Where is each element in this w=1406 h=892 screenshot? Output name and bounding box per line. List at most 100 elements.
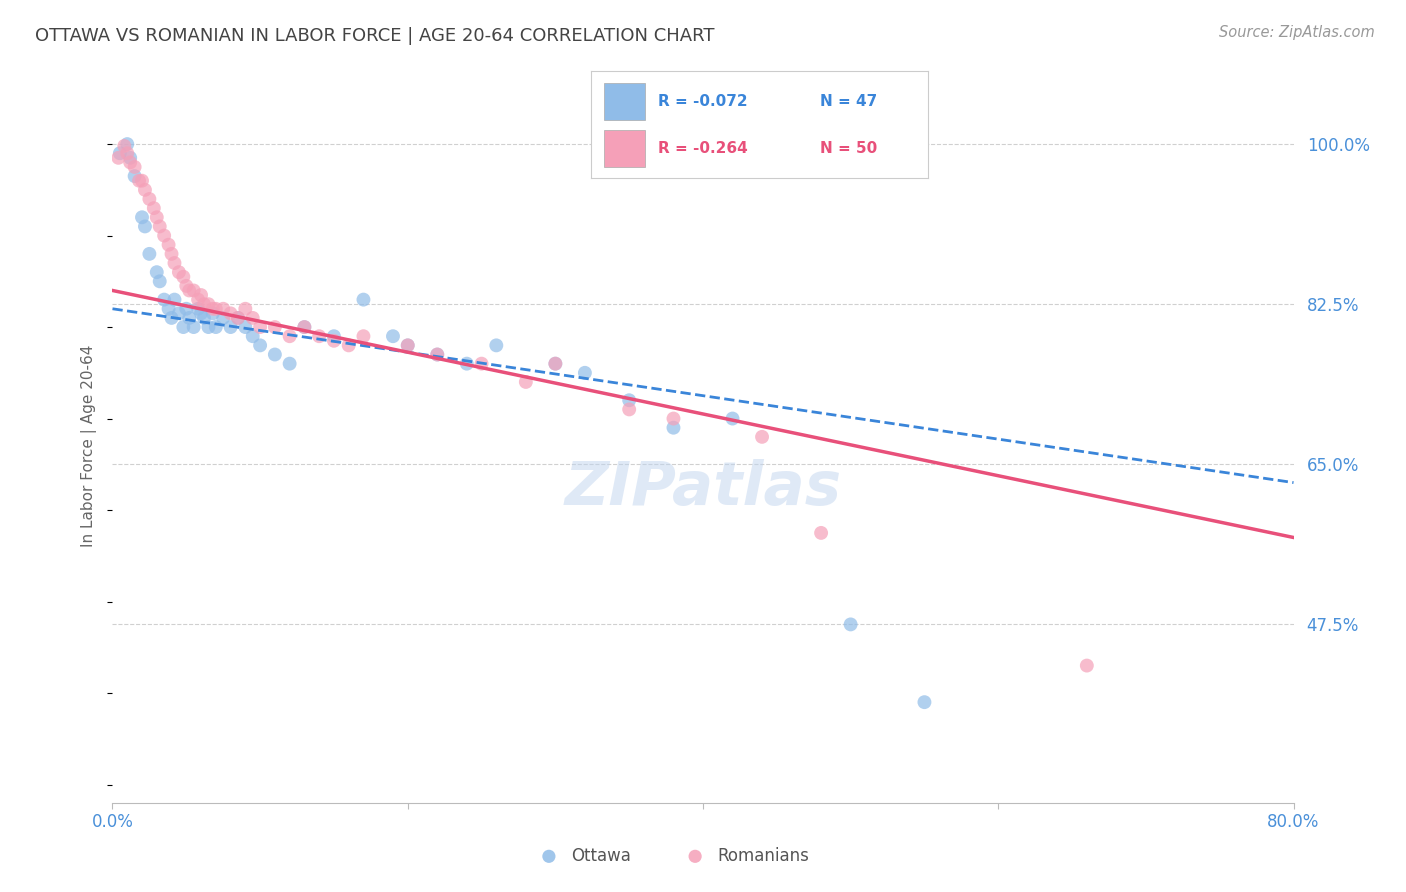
- Point: [138, 247, 160, 261]
- Point: [190, 288, 212, 302]
- Point: [201, 306, 224, 320]
- Point: [149, 274, 172, 288]
- Point: [1076, 658, 1098, 673]
- Point: [751, 430, 773, 444]
- Point: [219, 320, 242, 334]
- Point: [163, 256, 186, 270]
- Point: [163, 293, 186, 307]
- Text: N = 50: N = 50: [820, 141, 877, 156]
- Point: [544, 357, 567, 371]
- Point: [112, 139, 135, 153]
- Point: [183, 284, 205, 298]
- Point: [172, 269, 194, 284]
- Point: [160, 247, 183, 261]
- Point: [278, 357, 301, 371]
- Point: [396, 338, 419, 352]
- Text: OTTAWA VS ROMANIAN IN LABOR FORCE | AGE 20-64 CORRELATION CHART: OTTAWA VS ROMANIAN IN LABOR FORCE | AGE …: [35, 27, 714, 45]
- Point: [174, 279, 197, 293]
- Point: [179, 284, 201, 298]
- Point: [308, 329, 330, 343]
- Point: [914, 695, 936, 709]
- Point: [249, 338, 271, 352]
- Point: [226, 310, 249, 325]
- Text: Source: ZipAtlas.com: Source: ZipAtlas.com: [1219, 25, 1375, 40]
- Point: [396, 338, 419, 352]
- Point: [352, 293, 374, 307]
- Point: [292, 320, 315, 334]
- Point: [212, 310, 235, 325]
- Point: [233, 320, 256, 334]
- Point: [149, 219, 172, 234]
- Point: [172, 320, 194, 334]
- Text: Ottawa: Ottawa: [571, 847, 631, 865]
- Point: [337, 338, 360, 352]
- Point: [124, 160, 146, 174]
- Point: [108, 146, 131, 161]
- Point: [205, 301, 228, 316]
- Point: [323, 334, 346, 348]
- Point: [146, 211, 169, 225]
- Y-axis label: In Labor Force | Age 20-64: In Labor Force | Age 20-64: [80, 345, 97, 547]
- Point: [683, 849, 706, 863]
- Point: [120, 151, 142, 165]
- Text: R = -0.072: R = -0.072: [658, 94, 748, 109]
- Point: [142, 201, 165, 215]
- Point: [179, 310, 201, 325]
- Point: [201, 301, 224, 316]
- Point: [292, 320, 315, 334]
- Point: [107, 151, 129, 165]
- Point: [537, 849, 560, 863]
- Point: [323, 329, 346, 343]
- Text: N = 47: N = 47: [820, 94, 877, 109]
- Point: [167, 265, 190, 279]
- Point: [219, 306, 242, 320]
- Point: [174, 301, 197, 316]
- Point: [190, 306, 212, 320]
- Point: [242, 329, 264, 343]
- Bar: [605, 83, 644, 120]
- Point: [485, 338, 508, 352]
- Point: [278, 329, 301, 343]
- Point: [662, 411, 685, 425]
- Point: [382, 329, 405, 343]
- Point: [839, 617, 862, 632]
- Point: [249, 320, 271, 334]
- Point: [242, 310, 264, 325]
- Text: R = -0.264: R = -0.264: [658, 141, 748, 156]
- Point: [131, 174, 153, 188]
- Bar: [605, 130, 644, 167]
- Point: [124, 169, 146, 183]
- Point: [117, 137, 138, 152]
- Point: [456, 357, 478, 371]
- Point: [197, 320, 219, 334]
- Point: [619, 402, 641, 417]
- Point: [157, 237, 180, 252]
- Point: [120, 155, 142, 169]
- Point: [212, 301, 235, 316]
- Text: ZIPatlas: ZIPatlas: [564, 459, 842, 518]
- Point: [134, 183, 156, 197]
- Point: [226, 310, 249, 325]
- Point: [470, 357, 494, 371]
- Point: [146, 265, 169, 279]
- Point: [810, 525, 832, 540]
- Point: [544, 357, 567, 371]
- Point: [153, 293, 176, 307]
- Point: [721, 411, 744, 425]
- Point: [138, 192, 160, 206]
- Point: [426, 347, 449, 361]
- Point: [187, 293, 209, 307]
- Point: [131, 211, 153, 225]
- Point: [264, 320, 287, 334]
- Point: [160, 310, 183, 325]
- Point: [117, 146, 138, 161]
- Point: [193, 310, 215, 325]
- Point: [183, 320, 205, 334]
- Point: [134, 219, 156, 234]
- Point: [205, 320, 228, 334]
- Point: [187, 301, 209, 316]
- Point: [619, 393, 641, 408]
- Text: Romanians: Romanians: [717, 847, 808, 865]
- Point: [264, 347, 287, 361]
- Point: [157, 301, 180, 316]
